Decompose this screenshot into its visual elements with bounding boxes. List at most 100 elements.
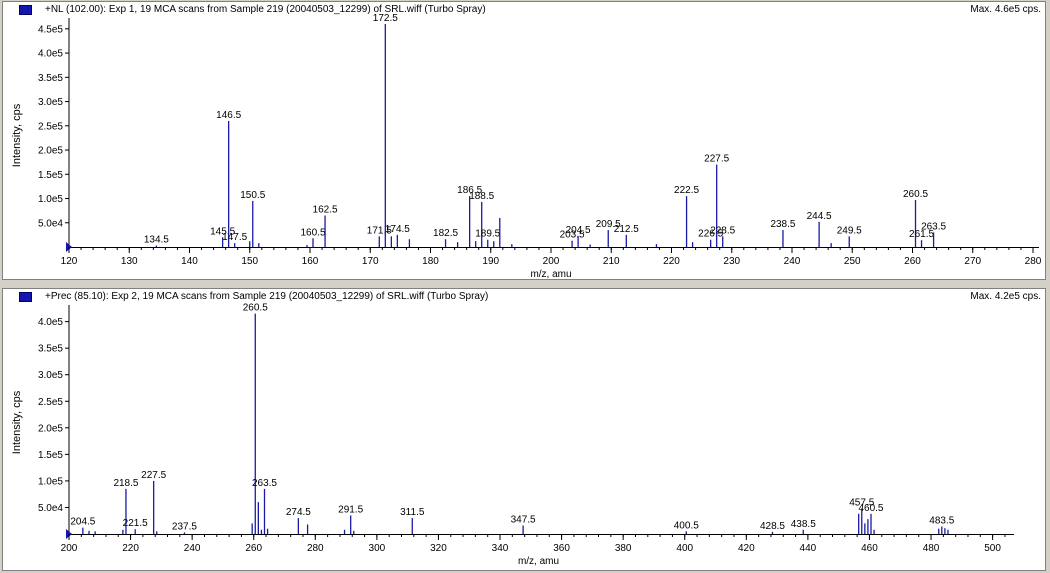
peak-label: 174.5	[385, 224, 410, 235]
peak-label: 188.5	[469, 191, 494, 202]
peak-label: 162.5	[313, 204, 338, 215]
x-tick-label: 140	[181, 256, 198, 267]
panel-header: +Prec (85.10): Exp 2, 19 MCA scans from …	[3, 289, 1045, 307]
x-tick-label: 260	[245, 543, 262, 554]
y-tick-label: 5.0e4	[38, 503, 63, 514]
x-tick-label: 240	[184, 543, 201, 554]
peak-label: 218.5	[113, 478, 138, 489]
peak-label: 438.5	[791, 519, 816, 530]
y-tick-label: 2.5e5	[38, 121, 63, 132]
panel-title: +NL (102.00): Exp 1, 19 MCA scans from S…	[45, 4, 486, 15]
peak-label: 221.5	[123, 518, 148, 529]
x-tick-label: 500	[984, 543, 1001, 554]
y-tick-label: 4.0e5	[38, 317, 63, 328]
legend-swatch	[19, 292, 32, 302]
panel-title: +Prec (85.10): Exp 2, 19 MCA scans from …	[45, 291, 489, 302]
peak-label: 311.5	[400, 507, 425, 518]
y-tick-label: 3.0e5	[38, 97, 63, 108]
x-tick-label: 120	[61, 256, 78, 267]
peak-label: 227.5	[704, 154, 729, 165]
peak-label: 291.5	[338, 504, 363, 515]
x-tick-label: 160	[302, 256, 319, 267]
x-axis-title: m/z, amu	[530, 269, 571, 280]
y-tick-label: 1.5e5	[38, 450, 63, 461]
y-tick-label: 2.5e5	[38, 397, 63, 408]
peak-label: 244.5	[807, 211, 832, 222]
x-tick-label: 480	[923, 543, 940, 554]
y-tick-label: 5.0e4	[38, 218, 63, 229]
x-tick-label: 380	[615, 543, 632, 554]
y-tick-label: 3.5e5	[38, 73, 63, 84]
x-tick-label: 360	[553, 543, 570, 554]
max-intensity-label: Max. 4.6e5 cps.	[970, 4, 1041, 15]
peak-label: 483.5	[929, 516, 954, 527]
x-tick-label: 420	[738, 543, 755, 554]
peak-label: 172.5	[373, 13, 398, 24]
x-tick-label: 320	[430, 543, 447, 554]
y-tick-label: 1.0e5	[38, 194, 63, 205]
peak-label: 147.5	[222, 232, 247, 243]
spectrum-panel-bottom: +Prec (85.10): Exp 2, 19 MCA scans from …	[2, 288, 1046, 571]
x-tick-label: 180	[422, 256, 439, 267]
y-axis-title: Intensity, cps	[11, 103, 23, 167]
peak-label: 263.5	[921, 221, 946, 232]
peak-label: 237.5	[172, 521, 197, 532]
x-tick-label: 270	[964, 256, 981, 267]
peak-label: 189.5	[475, 229, 500, 240]
y-tick-label: 1.0e5	[38, 476, 63, 487]
spectrum-panel-top: +NL (102.00): Exp 1, 19 MCA scans from S…	[2, 1, 1046, 280]
x-tick-label: 340	[492, 543, 509, 554]
y-tick-label: 2.0e5	[38, 423, 63, 434]
x-tick-label: 260	[904, 256, 921, 267]
peak-label: 460.5	[858, 503, 883, 514]
y-tick-label: 1.5e5	[38, 170, 63, 181]
y-tick-label: 3.5e5	[38, 344, 63, 355]
spectrum-plot-bottom[interactable]: 5.0e4 1.0e5 1.5e5 2.0e5 2.5e5 3.0e5 3.5e5 4.0e5…	[3, 289, 1045, 570]
peak-label: 347.5	[511, 515, 536, 526]
peak-label: 160.5	[300, 227, 325, 238]
x-tick-label: 190	[482, 256, 499, 267]
x-tick-label: 460	[861, 543, 878, 554]
x-tick-label: 280	[307, 543, 324, 554]
y-tick-label: 2.0e5	[38, 146, 63, 157]
peak-label: 203.5	[560, 230, 585, 241]
peak-label: 171.5	[367, 225, 392, 236]
x-tick-label: 300	[369, 543, 386, 554]
x-tick-label: 230	[723, 256, 740, 267]
peak-label: 146.5	[216, 110, 241, 121]
peak-label: 150.5	[240, 190, 265, 201]
peak-label: 260.5	[903, 189, 928, 200]
peak-label: 226.5	[698, 229, 723, 240]
peak-label: 261.5	[909, 229, 934, 240]
x-tick-label: 200	[543, 256, 560, 267]
x-tick-label: 220	[122, 543, 139, 554]
legend-swatch	[19, 5, 32, 15]
x-tick-label: 400	[676, 543, 693, 554]
peak-label: 400.5	[674, 520, 699, 531]
spectrum-plot-top[interactable]: 5.0e4 1.0e5 1.5e5 2.0e5 2.5e5 3.0e5 3.5e5 4.0e5…	[3, 2, 1045, 280]
peak-label: 274.5	[286, 507, 311, 518]
x-tick-label: 170	[362, 256, 379, 267]
peak-label: 209.5	[596, 219, 621, 230]
peak-label: 204.5	[566, 225, 591, 236]
y-tick-label: 3.0e5	[38, 370, 63, 381]
peak-label: 222.5	[674, 185, 699, 196]
peak-label: 212.5	[614, 224, 639, 235]
x-axis-title: m/z, amu	[518, 556, 559, 567]
x-tick-label: 200	[61, 543, 78, 554]
peak-label: 186.5	[457, 185, 482, 196]
peak-label: 204.5	[70, 517, 95, 528]
x-tick-label: 150	[241, 256, 258, 267]
peak-label: 228.5	[710, 225, 735, 236]
y-axis-title: Intensity, cps	[11, 390, 23, 454]
y-tick-label: 4.5e5	[38, 24, 63, 35]
peak-label: 182.5	[433, 228, 458, 239]
peak-label: 260.5	[243, 303, 268, 314]
peak-label: 428.5	[760, 521, 785, 532]
x-tick-label: 250	[844, 256, 861, 267]
peak-label: 227.5	[141, 470, 166, 481]
peak-label: 134.5	[144, 235, 169, 246]
peak-label: 263.5	[252, 478, 277, 489]
peak-label: 457.5	[849, 498, 874, 509]
x-tick-label: 210	[603, 256, 620, 267]
